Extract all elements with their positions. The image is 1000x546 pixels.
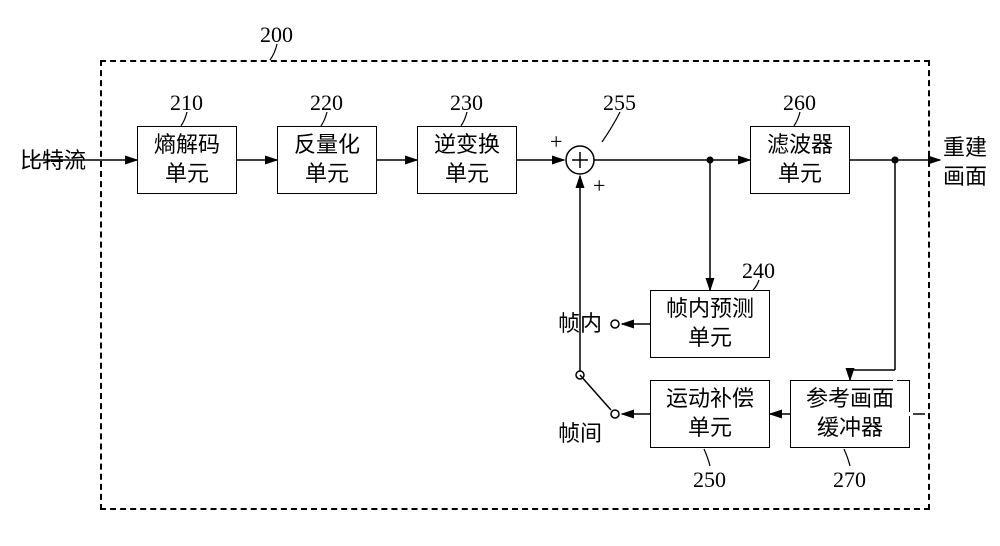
ref-260: 260: [783, 90, 816, 116]
entropy-decode-block: 熵解码 单元: [137, 126, 237, 194]
motion-comp-block: 运动补偿 单元: [650, 380, 770, 448]
b260-l2: 单元: [778, 160, 822, 189]
b230-l1: 逆变换: [434, 131, 500, 160]
ref-200: 200: [260, 22, 293, 48]
ref-255: 255: [603, 90, 636, 116]
intra-switch-label: 帧内: [558, 310, 602, 339]
output-label: 重建 画面: [943, 134, 987, 191]
b210-l1: 熵解码: [154, 131, 220, 160]
b250-l1: 运动补偿: [666, 385, 754, 414]
b260-l1: 滤波器: [767, 131, 833, 160]
b220-l2: 单元: [305, 160, 349, 189]
b210-l2: 单元: [165, 160, 209, 189]
ref-250: 250: [693, 467, 726, 493]
ref-220: 220: [310, 90, 343, 116]
b230-l2: 单元: [445, 160, 489, 189]
output-line2: 画面: [943, 164, 987, 189]
plus-left: +: [550, 128, 562, 157]
b240-l2: 单元: [688, 324, 732, 353]
b240-l1: 帧内预测: [666, 295, 754, 324]
intra-predict-block: 帧内预测 单元: [650, 290, 770, 358]
ref-210: 210: [170, 90, 203, 116]
b250-l2: 单元: [688, 414, 732, 443]
filter-block: 滤波器 单元: [750, 126, 850, 194]
inverse-transform-block: 逆变换 单元: [417, 126, 517, 194]
inter-switch-label: 帧间: [558, 420, 602, 449]
b220-l1: 反量化: [294, 131, 360, 160]
plus-bottom: +: [593, 172, 605, 201]
ref-270: 270: [833, 467, 866, 493]
ref-picture-buffer-block: 参考画面 缓冲器: [790, 380, 910, 448]
b270-l2: 缓冲器: [817, 414, 883, 443]
output-line1: 重建: [943, 135, 987, 160]
ref-230: 230: [450, 90, 483, 116]
ref-240: 240: [742, 258, 775, 284]
b270-l1: 参考画面: [806, 385, 894, 414]
input-label: 比特流: [20, 147, 86, 176]
inverse-quant-block: 反量化 单元: [277, 126, 377, 194]
